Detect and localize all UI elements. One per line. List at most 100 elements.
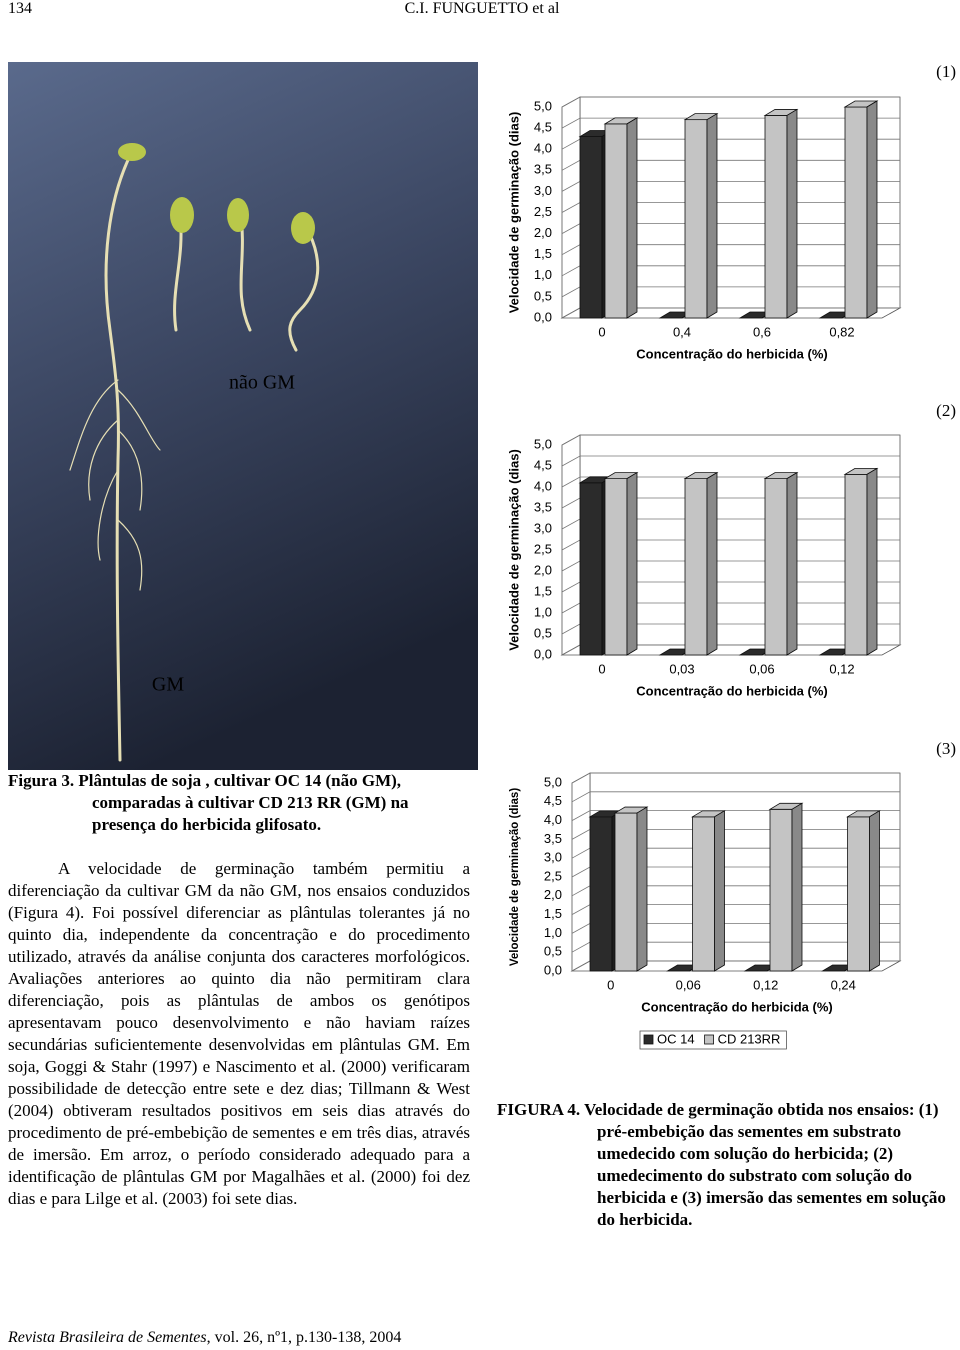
page-number: 134: [8, 0, 32, 17]
y-tick-label: 5,0: [534, 436, 552, 451]
y-tick-label: 4,0: [544, 812, 562, 827]
panel-label: (3): [936, 739, 956, 758]
bar: [579, 136, 603, 319]
y-tick-label: 4,0: [534, 141, 552, 156]
journal-name: Revista Brasileira de Sementes: [8, 1329, 207, 1346]
bar: [764, 478, 788, 656]
x-tick-label: 0,06: [749, 661, 774, 676]
panel-label: (1): [936, 62, 956, 81]
y-tick-label: 4,0: [534, 478, 552, 493]
y-tick-label: 2,5: [544, 868, 562, 883]
y-axis-label: Velocidade de germinação (dias): [509, 788, 521, 966]
y-tick-label: 2,0: [534, 225, 552, 240]
y-tick-label: 3,5: [534, 499, 552, 514]
y-tick-label: 2,0: [544, 887, 562, 902]
bar-side: [866, 100, 878, 319]
bar: [684, 119, 708, 319]
bar: [684, 478, 708, 656]
bar: [844, 106, 868, 319]
footer: Revista Brasileira de Sementes, vol. 26,…: [8, 1329, 401, 1347]
caption-label: FIGURA 4.: [497, 1100, 581, 1119]
bar-side: [626, 471, 638, 656]
y-tick-label: 4,5: [534, 120, 552, 135]
bar-side: [706, 471, 718, 656]
x-axis-label: Concentração do herbicida (%): [641, 999, 832, 1014]
photo: não GM GM: [8, 62, 478, 770]
bar: [844, 473, 868, 656]
journal-issue: , vol. 26, nº1, p.130-138, 2004: [206, 1329, 402, 1346]
x-tick-label: 0,24: [831, 977, 856, 992]
y-tick-label: 3,0: [534, 183, 552, 198]
grid-line: [571, 791, 900, 803]
x-tick-label: 0,03: [669, 661, 694, 676]
y-tick-label: 3,0: [534, 520, 552, 535]
y-tick-label: 1,0: [544, 925, 562, 940]
bar-side: [626, 117, 638, 319]
grid-line: [561, 455, 900, 467]
bar: [614, 812, 638, 972]
y-tick-label: 0,5: [534, 625, 552, 640]
y-tick-label: 2,5: [534, 204, 552, 219]
body-paragraph: A velocidade de germinação também permit…: [8, 859, 470, 1208]
x-tick-label: 0: [598, 661, 605, 676]
y-tick-label: 0,0: [534, 646, 552, 661]
chart: 0,0 0,5 1,0 1,5 2,0 2,5 3,0 3,5 4,0 4,5 5,0 Velocid…: [506, 62, 956, 362]
y-axis-label: Velocidade de germinação (dias): [506, 449, 521, 651]
figure-caption: FIGURA 4. Velocidade de germinação obtid…: [497, 1099, 959, 1231]
bar: [769, 808, 793, 972]
bar: [692, 816, 715, 972]
y-tick-label: 1,0: [534, 604, 552, 619]
legend-swatch: [704, 1034, 714, 1045]
legend-label: OC 14: [657, 1031, 695, 1046]
y-tick-label: 5,0: [534, 98, 552, 113]
bar: [579, 482, 603, 656]
y-tick-label: 2,5: [534, 541, 552, 556]
bar-side: [866, 467, 878, 656]
panel-label: (2): [936, 401, 956, 420]
bar-side: [791, 802, 803, 972]
x-tick-label: 0,12: [753, 977, 778, 992]
bar-side: [636, 806, 648, 972]
bar: [604, 478, 628, 656]
legend-swatch: [643, 1034, 654, 1045]
photo-label: GM: [152, 674, 184, 696]
y-tick-label: 0,0: [544, 962, 562, 977]
y-tick-label: 5,0: [544, 774, 562, 789]
bar: [604, 123, 628, 319]
y-axis-label: Velocidade de germinação (dias): [506, 112, 521, 314]
running-head: C.I. FUNGUETTO et al: [404, 0, 560, 17]
x-axis-label: Concentração do herbicida (%): [636, 683, 827, 698]
grid-line: [571, 772, 900, 784]
legend-label: CD 213RR: [718, 1031, 781, 1046]
bar-side: [869, 810, 880, 972]
bar: [764, 115, 788, 319]
y-tick-label: 1,5: [544, 906, 562, 921]
y-tick-label: 4,5: [544, 793, 562, 808]
x-tick-label: 0,82: [829, 324, 854, 339]
y-tick-label: 0,5: [544, 944, 562, 959]
photo-label: não GM: [229, 372, 295, 394]
grid-line: [561, 96, 900, 108]
figure-caption: Figura 3. Plântulas de soja , cultivar O…: [8, 770, 470, 836]
y-tick-label: 0,0: [534, 309, 552, 324]
x-tick-label: 0: [607, 977, 614, 992]
x-tick-label: 0,6: [753, 324, 771, 339]
grid-line: [561, 434, 900, 446]
bar-side: [706, 112, 718, 319]
bar-side: [714, 810, 725, 972]
y-tick-label: 1,5: [534, 246, 552, 261]
chart: 0,0 0,5 1,0 1,5 2,0 2,5 3,0 3,5 4,0 4,5 5,0 Velocid…: [506, 401, 956, 699]
y-tick-label: 4,5: [534, 457, 552, 472]
y-tick-label: 3,0: [544, 850, 562, 865]
chart: 0,0 0,5 1,0 1,5 2,0 2,5 3,0 3,5 4,0 4,5 5,0 Velocid…: [509, 739, 956, 1050]
x-tick-label: 0,06: [676, 977, 701, 992]
caption-text: Plântulas de soja , cultivar OC 14 (não …: [78, 771, 409, 834]
x-tick-label: 0,12: [829, 661, 854, 676]
caption-label: Figura 3.: [8, 771, 75, 790]
bar: [589, 816, 613, 972]
y-tick-label: 1,0: [534, 267, 552, 282]
y-tick-label: 3,5: [544, 831, 562, 846]
y-tick-label: 3,5: [534, 162, 552, 177]
